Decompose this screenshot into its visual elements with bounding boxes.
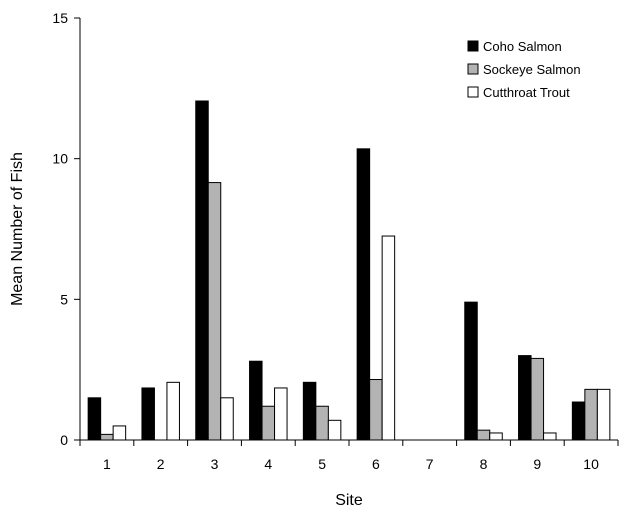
bar <box>195 100 209 441</box>
x-axis-title: Site <box>335 492 363 509</box>
legend: Coho Salmon Sockeye Salmon Cutthroat Trout <box>467 39 581 100</box>
x-tick-label: 5 <box>318 456 326 472</box>
bar <box>476 429 491 441</box>
bar <box>356 148 371 441</box>
bar <box>207 182 222 441</box>
x-tick-label: 7 <box>426 456 434 472</box>
legend-label: Coho Salmon <box>483 39 562 54</box>
y-axis-title: Mean Number of Fish <box>9 152 26 306</box>
bar <box>518 355 532 441</box>
x-tick-label: 10 <box>583 456 599 472</box>
bar <box>530 357 545 441</box>
legend-swatch <box>467 63 479 75</box>
bar <box>100 433 114 441</box>
bar <box>249 360 263 441</box>
legend-swatch <box>467 40 479 52</box>
y-tick-label: 5 <box>60 291 68 307</box>
x-tick-label: 8 <box>480 456 488 472</box>
bar <box>381 235 396 441</box>
bar <box>584 388 598 441</box>
bar <box>112 425 127 441</box>
y-tick-label: 10 <box>52 151 68 167</box>
x-tick-label: 1 <box>103 456 111 472</box>
bar <box>141 387 155 441</box>
legend-label: Sockeye Salmon <box>483 62 581 77</box>
bar <box>464 301 478 441</box>
bar <box>220 397 234 441</box>
bar <box>489 432 503 441</box>
bar <box>571 401 586 441</box>
bar <box>596 388 611 441</box>
legend-label: Cutthroat Trout <box>483 85 570 100</box>
y-tick-label: 0 <box>60 432 68 448</box>
bar <box>302 381 317 441</box>
x-tick-label: 2 <box>157 456 165 472</box>
legend-swatch <box>467 86 479 98</box>
bars <box>87 100 611 441</box>
bar <box>315 405 329 441</box>
y-ticks: 0 5 10 15 <box>52 10 80 448</box>
bar <box>166 381 180 441</box>
x-ticks: 1 2 3 4 5 6 7 8 9 10 <box>79 440 619 472</box>
bar <box>274 387 288 441</box>
x-tick-label: 9 <box>533 456 541 472</box>
bar <box>327 419 342 441</box>
y-tick-label: 15 <box>52 10 68 26</box>
x-tick-label: 4 <box>264 456 272 472</box>
x-tick-label: 3 <box>211 456 219 472</box>
bar <box>87 397 102 441</box>
bar <box>543 432 557 441</box>
bar <box>369 379 383 441</box>
bar <box>261 405 276 441</box>
x-tick-label: 6 <box>372 456 380 472</box>
